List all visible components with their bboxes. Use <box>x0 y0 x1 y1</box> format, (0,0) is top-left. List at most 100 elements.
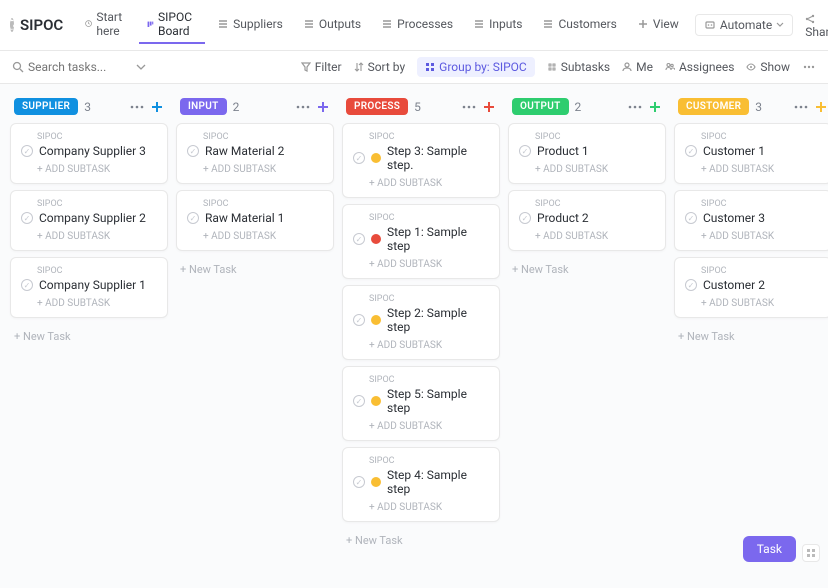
add-subtask-button[interactable]: + ADD SUBTASK <box>369 178 489 189</box>
task-card[interactable]: SIPOCStep 4: Sample step+ ADD SUBTASK <box>342 447 500 522</box>
task-check-icon[interactable] <box>353 314 365 326</box>
add-subtask-button[interactable]: + ADD SUBTASK <box>203 231 323 242</box>
task-check-icon[interactable] <box>353 395 365 407</box>
add-subtask-button[interactable]: + ADD SUBTASK <box>535 164 655 175</box>
task-check-icon[interactable] <box>353 152 365 164</box>
add-subtask-button[interactable]: + ADD SUBTASK <box>701 164 821 175</box>
task-card[interactable]: SIPOCProduct 2+ ADD SUBTASK <box>508 190 666 251</box>
card-title: Company Supplier 3 <box>39 144 146 158</box>
more-icon[interactable] <box>802 60 816 74</box>
filter-button[interactable]: Filter <box>301 60 342 74</box>
add-subtask-button[interactable]: + ADD SUBTASK <box>37 164 157 175</box>
card-title: Company Supplier 2 <box>39 211 146 225</box>
task-card[interactable]: SIPOCCompany Supplier 1+ ADD SUBTASK <box>10 257 168 318</box>
task-check-icon[interactable] <box>187 145 199 157</box>
column-header: INPUT2 <box>176 94 334 123</box>
add-subtask-button[interactable]: + ADD SUBTASK <box>37 298 157 309</box>
new-task-button[interactable]: + New Task <box>508 257 666 282</box>
share-label: Share <box>805 25 828 39</box>
task-label: Task <box>757 542 782 556</box>
task-card[interactable]: SIPOCCustomer 2+ ADD SUBTASK <box>674 257 828 318</box>
task-check-icon[interactable] <box>21 145 33 157</box>
chevron-down-icon[interactable] <box>136 62 146 72</box>
automate-button[interactable]: Automate <box>695 14 793 36</box>
tab-processes[interactable]: Processes <box>373 13 461 37</box>
column-more-icon[interactable] <box>628 105 642 109</box>
task-card[interactable]: SIPOCProduct 1+ ADD SUBTASK <box>508 123 666 184</box>
sort-button[interactable]: Sort by <box>354 60 406 74</box>
add-subtask-button[interactable]: + ADD SUBTASK <box>535 231 655 242</box>
task-check-icon[interactable] <box>187 212 199 224</box>
task-card[interactable]: SIPOCStep 1: Sample step+ ADD SUBTASK <box>342 204 500 279</box>
tab-customers[interactable]: Customers <box>534 13 624 37</box>
new-task-button[interactable]: + New Task <box>176 257 334 282</box>
task-check-icon[interactable] <box>685 212 697 224</box>
new-task-floating-button[interactable]: Task <box>743 536 796 562</box>
add-subtask-button[interactable]: + ADD SUBTASK <box>369 421 489 432</box>
task-card[interactable]: SIPOCCompany Supplier 2+ ADD SUBTASK <box>10 190 168 251</box>
column-more-icon[interactable] <box>130 105 144 109</box>
task-check-icon[interactable] <box>519 212 531 224</box>
task-check-icon[interactable] <box>21 279 33 291</box>
new-task-button[interactable]: + New Task <box>674 324 828 349</box>
add-subtask-button[interactable]: + ADD SUBTASK <box>369 340 489 351</box>
task-check-icon[interactable] <box>353 476 365 488</box>
automate-label: Automate <box>720 18 772 32</box>
me-button[interactable]: Me <box>622 60 653 74</box>
chevron-down-icon <box>776 21 784 29</box>
task-check-icon[interactable] <box>21 212 33 224</box>
new-task-button[interactable]: + New Task <box>10 324 168 349</box>
task-card[interactable]: SIPOCRaw Material 1+ ADD SUBTASK <box>176 190 334 251</box>
add-subtask-button[interactable]: + ADD SUBTASK <box>203 164 323 175</box>
filter-label: Filter <box>315 60 342 74</box>
column-more-icon[interactable] <box>794 105 808 109</box>
tab-add-view[interactable]: View <box>629 13 687 37</box>
column-more-icon[interactable] <box>462 105 476 109</box>
column-add-icon[interactable] <box>814 100 828 114</box>
card-breadcrumb: SIPOC <box>37 132 157 142</box>
column-count: 5 <box>414 100 421 114</box>
column-add-icon[interactable] <box>648 100 662 114</box>
show-button[interactable]: Show <box>746 60 790 74</box>
tab-start-here[interactable]: Start here <box>77 6 135 44</box>
add-subtask-button[interactable]: + ADD SUBTASK <box>37 231 157 242</box>
me-label: Me <box>636 60 653 74</box>
tab-inputs[interactable]: Inputs <box>465 13 530 37</box>
column-add-icon[interactable] <box>482 100 496 114</box>
task-card[interactable]: SIPOCCustomer 3+ ADD SUBTASK <box>674 190 828 251</box>
column-more-icon[interactable] <box>296 105 310 109</box>
task-card[interactable]: SIPOC Company Supplier 3 + ADD SUBTASK <box>10 123 168 184</box>
apps-floating-button[interactable] <box>802 544 820 562</box>
card-title: Customer 2 <box>703 278 765 292</box>
priority-badge-icon <box>371 234 381 244</box>
group-by-button[interactable]: Group by: SIPOC <box>417 57 535 77</box>
tab-outputs[interactable]: Outputs <box>295 13 369 37</box>
task-check-icon[interactable] <box>685 145 697 157</box>
priority-badge-icon <box>371 477 381 487</box>
task-check-icon[interactable] <box>519 145 531 157</box>
new-task-button[interactable]: + New Task <box>342 528 500 553</box>
sort-icon <box>354 62 364 72</box>
card-breadcrumb: SIPOC <box>701 199 821 209</box>
task-card[interactable]: SIPOCStep 3: Sample step.+ ADD SUBTASK <box>342 123 500 198</box>
add-subtask-button[interactable]: + ADD SUBTASK <box>369 259 489 270</box>
tab-sipoc-board[interactable]: SIPOC Board <box>139 6 205 44</box>
task-card[interactable]: SIPOCRaw Material 2+ ADD SUBTASK <box>176 123 334 184</box>
share-button[interactable]: Share <box>797 8 828 42</box>
assignees-button[interactable]: Assignees <box>665 60 734 74</box>
task-card[interactable]: SIPOCStep 5: Sample step+ ADD SUBTASK <box>342 366 500 441</box>
task-check-icon[interactable] <box>353 233 365 245</box>
search-input[interactable] <box>28 60 128 74</box>
column-count: 2 <box>233 100 240 114</box>
add-subtask-button[interactable]: + ADD SUBTASK <box>369 502 489 513</box>
task-card[interactable]: SIPOCStep 2: Sample step+ ADD SUBTASK <box>342 285 500 360</box>
column-count: 3 <box>84 100 91 114</box>
subtasks-button[interactable]: Subtasks <box>547 60 610 74</box>
column-add-icon[interactable] <box>150 100 164 114</box>
add-subtask-button[interactable]: + ADD SUBTASK <box>701 298 821 309</box>
task-check-icon[interactable] <box>685 279 697 291</box>
task-card[interactable]: SIPOCCustomer 1+ ADD SUBTASK <box>674 123 828 184</box>
add-subtask-button[interactable]: + ADD SUBTASK <box>701 231 821 242</box>
tab-suppliers[interactable]: Suppliers <box>209 13 291 37</box>
column-add-icon[interactable] <box>316 100 330 114</box>
